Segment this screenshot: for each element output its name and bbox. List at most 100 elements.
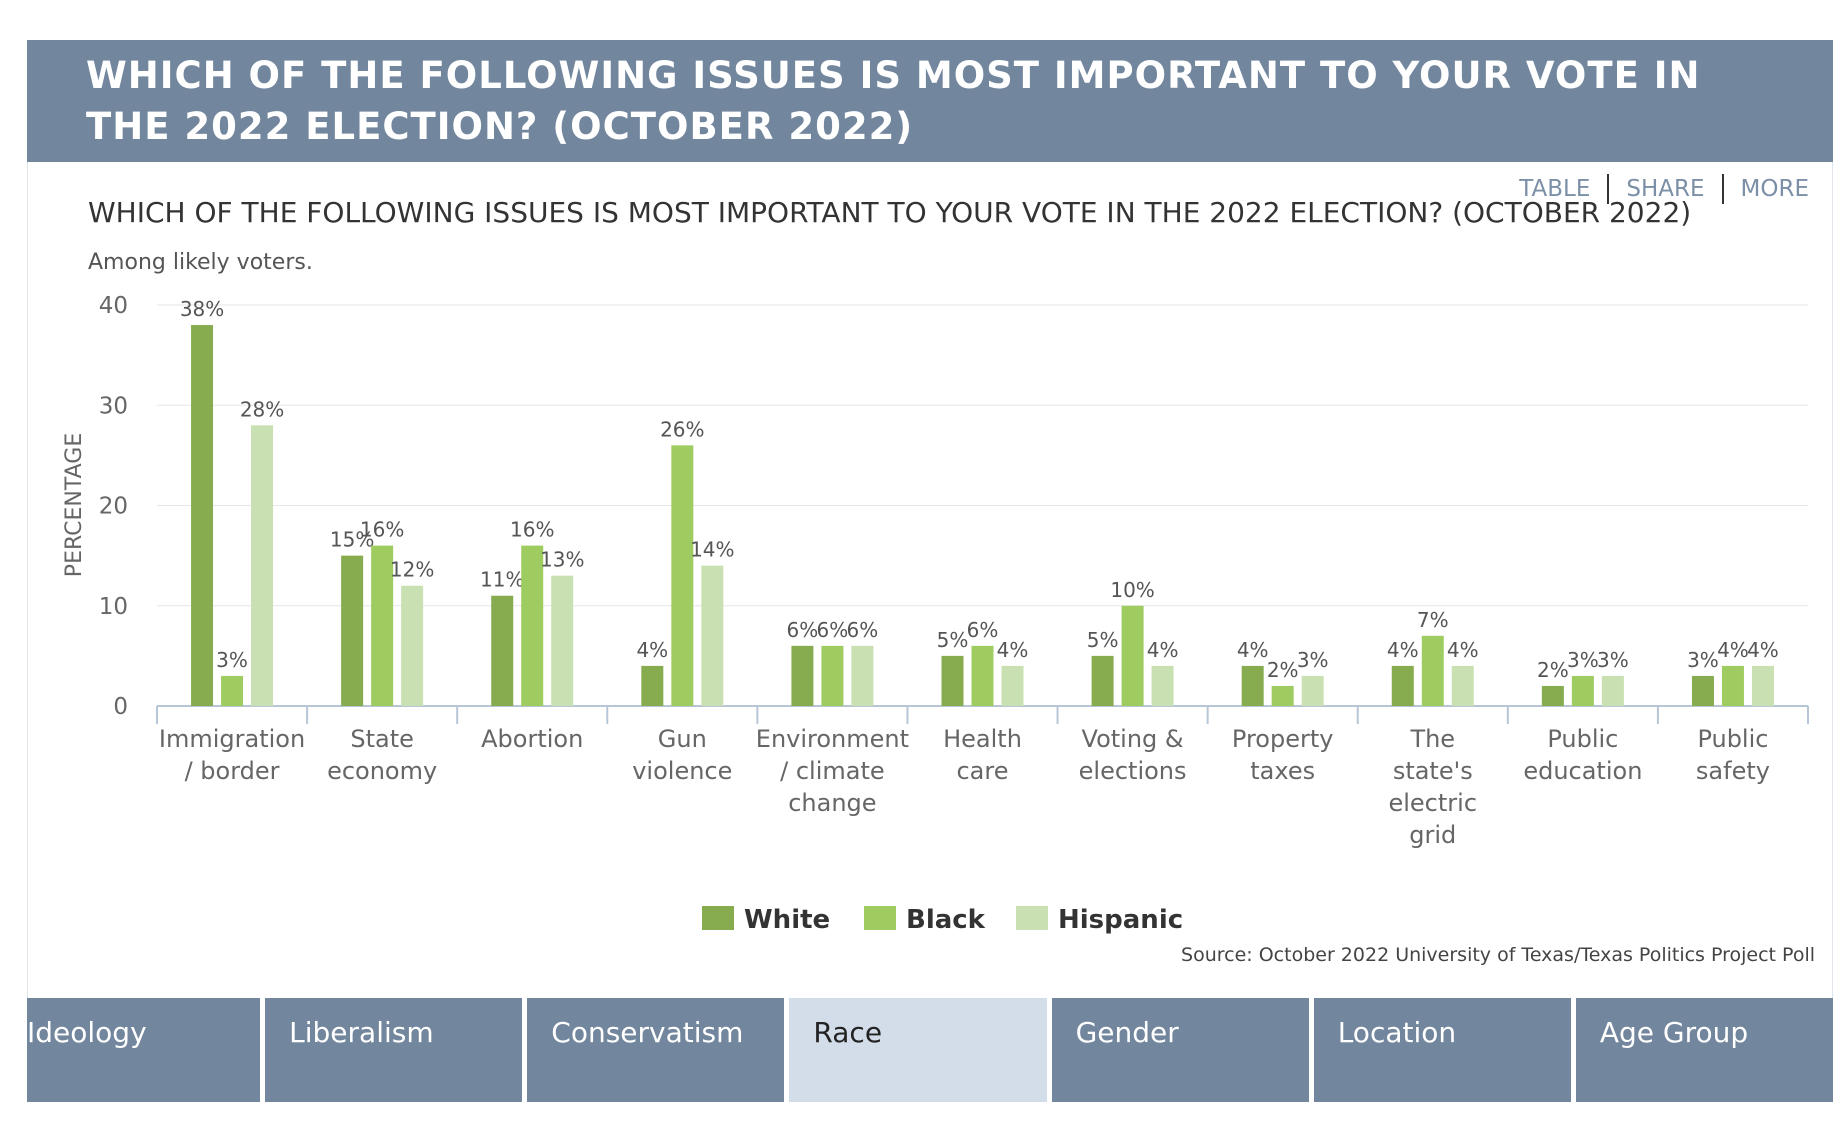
- tab-ideology[interactable]: Ideology: [27, 998, 266, 1102]
- data-label: 4%: [1747, 638, 1779, 662]
- x-tick-label: elections: [1079, 757, 1187, 785]
- data-label: 16%: [510, 518, 554, 542]
- data-label: 7%: [1417, 608, 1449, 632]
- data-label: 11%: [480, 568, 524, 592]
- bar-black: [1121, 605, 1144, 706]
- bar-black: [521, 545, 544, 706]
- bar-hispanic: [1601, 675, 1624, 706]
- bar-hispanic: [1151, 665, 1174, 706]
- tab-gender[interactable]: Gender: [1051, 998, 1314, 1102]
- bar-black: [821, 645, 844, 706]
- x-tick-label: education: [1523, 757, 1642, 785]
- bar-black: [1721, 665, 1744, 706]
- legend-label: Hispanic: [1058, 905, 1183, 935]
- x-tick-label: The: [1409, 725, 1455, 753]
- tab-age-group[interactable]: Age Group: [1575, 998, 1833, 1102]
- bar-white: [791, 645, 814, 706]
- x-tick-label: Gun: [658, 725, 707, 753]
- tab-location[interactable]: Location: [1313, 998, 1576, 1102]
- data-label: 3%: [216, 648, 248, 672]
- data-label: 4%: [1237, 638, 1269, 662]
- data-label: 4%: [1717, 638, 1749, 662]
- data-label: 13%: [540, 548, 584, 572]
- legend-swatch-black: [864, 906, 896, 930]
- y-tick-label: 40: [99, 293, 128, 319]
- page-title: WHICH OF THE FOLLOWING ISSUES IS MOST IM…: [27, 40, 1833, 162]
- data-label: 10%: [1110, 578, 1154, 602]
- bar-black: [1571, 675, 1594, 706]
- divider: [1721, 174, 1724, 204]
- bar-black: [971, 645, 994, 706]
- more-link[interactable]: MORE: [1740, 176, 1809, 202]
- data-label: 3%: [1567, 648, 1599, 672]
- data-label: 4%: [997, 638, 1029, 662]
- bar-hispanic: [1751, 665, 1774, 706]
- x-tick-label: safety: [1696, 757, 1770, 785]
- x-tick-label: Property: [1232, 725, 1334, 753]
- x-tick-label: Public: [1547, 725, 1618, 753]
- bar-black: [221, 675, 244, 706]
- bar-black: [671, 445, 694, 706]
- data-label: 4%: [1147, 638, 1179, 662]
- bar-hispanic: [251, 425, 274, 706]
- bar-white: [341, 555, 364, 706]
- bar-white: [1691, 675, 1714, 706]
- bar-white: [641, 665, 664, 706]
- x-tick-label: change: [788, 789, 876, 817]
- divider: [1607, 174, 1610, 204]
- data-label: 2%: [1537, 658, 1569, 682]
- chart-title: WHICH OF THE FOLLOWING ISSUES IS MOST IM…: [88, 196, 1692, 229]
- y-tick-label: 0: [113, 694, 128, 720]
- x-tick-label: care: [956, 757, 1008, 785]
- chart-subtitle: Among likely voters.: [88, 250, 313, 275]
- bar-white: [1091, 655, 1114, 706]
- x-tick-label: electric: [1388, 789, 1477, 817]
- x-tick-label: State: [350, 725, 414, 753]
- x-tick-label: Environment: [756, 725, 909, 753]
- data-label: 4%: [636, 638, 668, 662]
- bar-hispanic: [1451, 665, 1474, 706]
- source-note: Source: October 2022 University of Texas…: [1181, 944, 1815, 966]
- tab-race[interactable]: Race: [789, 998, 1052, 1102]
- data-label: 3%: [1687, 648, 1719, 672]
- x-tick-label: economy: [327, 757, 437, 785]
- bar-white: [1391, 665, 1414, 706]
- data-label: 4%: [1387, 638, 1419, 662]
- tab-conservatism[interactable]: Conservatism: [527, 998, 790, 1102]
- data-label: 4%: [1447, 638, 1479, 662]
- data-label: 38%: [180, 297, 224, 321]
- bar-white: [191, 325, 214, 706]
- share-link[interactable]: SHARE: [1626, 176, 1705, 202]
- legend-label: White: [744, 905, 830, 935]
- data-label: 6%: [847, 618, 879, 642]
- bar-black: [1271, 685, 1294, 706]
- x-tick-label: Health: [943, 725, 1022, 753]
- x-tick-label: Immigration: [159, 725, 305, 753]
- bar-hispanic: [1001, 665, 1024, 706]
- data-label: 26%: [660, 417, 704, 441]
- x-tick-label: grid: [1409, 821, 1456, 849]
- table-link[interactable]: TABLE: [1519, 176, 1591, 202]
- data-label: 5%: [1087, 628, 1119, 652]
- x-tick-label: Public: [1697, 725, 1768, 753]
- data-label: 3%: [1597, 648, 1629, 672]
- bar-black: [1421, 635, 1444, 706]
- x-tick-label: / climate: [780, 757, 885, 785]
- bar-white: [1541, 685, 1564, 706]
- x-tick-label: Voting &: [1082, 725, 1184, 753]
- legend-label: Black: [906, 905, 986, 935]
- data-label: 12%: [390, 558, 434, 582]
- bar-white: [491, 595, 514, 706]
- y-tick-label: 30: [99, 393, 128, 419]
- chart-panel: [27, 40, 1833, 1102]
- tab-liberalism[interactable]: Liberalism: [265, 998, 528, 1102]
- data-label: 6%: [967, 618, 999, 642]
- bar-hispanic: [1301, 675, 1324, 706]
- x-tick-label: Abortion: [481, 725, 583, 753]
- data-label: 6%: [817, 618, 849, 642]
- data-label: 6%: [787, 618, 819, 642]
- data-label: 28%: [240, 397, 284, 421]
- data-label: 3%: [1297, 648, 1329, 672]
- x-tick-label: state's: [1393, 757, 1473, 785]
